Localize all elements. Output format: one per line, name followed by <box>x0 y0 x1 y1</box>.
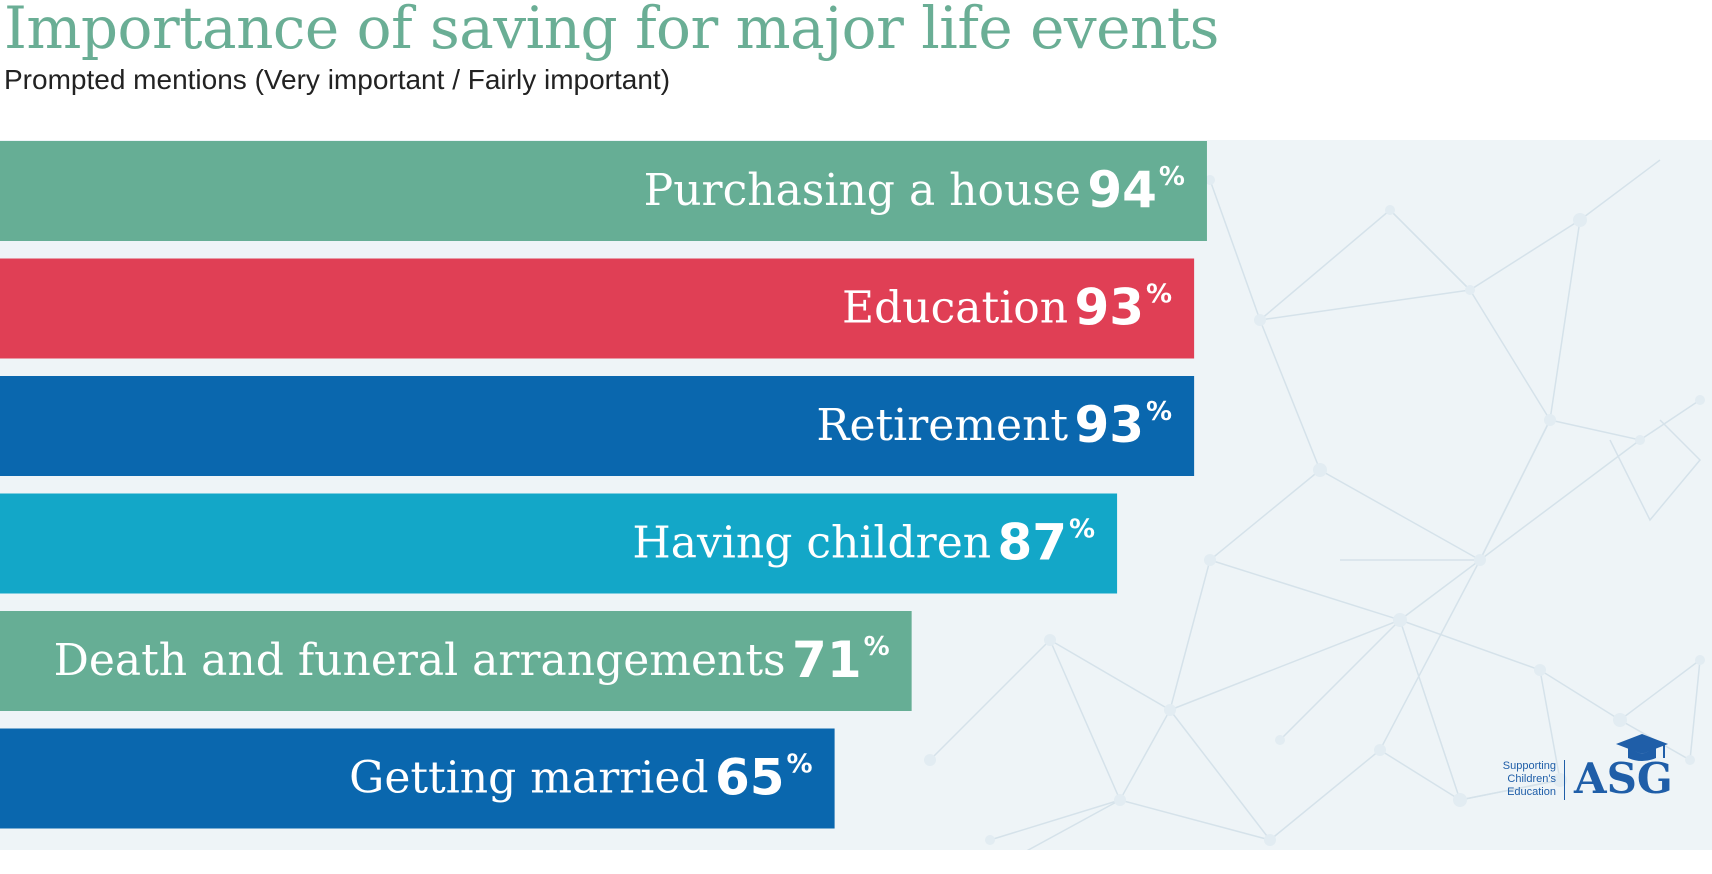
bar <box>0 258 1195 359</box>
bar-unit-label: % <box>864 632 890 662</box>
bar-unit-label: % <box>1146 397 1172 427</box>
bar-category-label: Having children <box>632 518 991 569</box>
logo-tagline: Supporting Children's Education <box>1486 760 1556 799</box>
bar-unit-label: % <box>1159 162 1185 192</box>
asg-logo: Supporting Children's Education ASG <box>1486 730 1686 803</box>
logo-mark: ASG <box>1574 754 1673 803</box>
chart-subtitle: Prompted mentions (Very important / Fair… <box>4 64 671 95</box>
graduation-cap-icon <box>1616 734 1668 761</box>
bar-category-label: Retirement <box>816 400 1068 451</box>
logo-tagline-line: Children's <box>1507 773 1556 785</box>
bar <box>0 493 1118 594</box>
bar-category-label: Purchasing a house <box>644 165 1081 216</box>
bar <box>0 728 835 829</box>
bar-value-label: 93 <box>1075 279 1145 337</box>
bar <box>0 611 912 711</box>
bar-value-label: 65 <box>715 749 785 807</box>
bar-value-label: 93 <box>1075 396 1145 454</box>
logo-tagline-line: Education <box>1507 786 1556 798</box>
bar-unit-label: % <box>1146 280 1172 310</box>
bar-unit-label: % <box>787 750 813 780</box>
chart-title: Importance of saving for major life even… <box>4 0 1219 62</box>
bar-category-label: Education <box>842 283 1068 334</box>
bar <box>0 141 1207 241</box>
bar-value-label: 94 <box>1087 161 1157 219</box>
network-decoration <box>924 159 1705 850</box>
bar <box>0 376 1195 476</box>
bar-unit-label: % <box>1069 515 1095 545</box>
logo-divider <box>1564 760 1565 800</box>
logo-tagline-line: Supporting <box>1502 760 1556 772</box>
bar-value-label: 71 <box>792 631 862 689</box>
bar-category-label: Getting married <box>349 753 708 804</box>
bar-category-label: Death and funeral arrangements <box>54 635 786 686</box>
bar-value-label: 87 <box>997 514 1067 572</box>
